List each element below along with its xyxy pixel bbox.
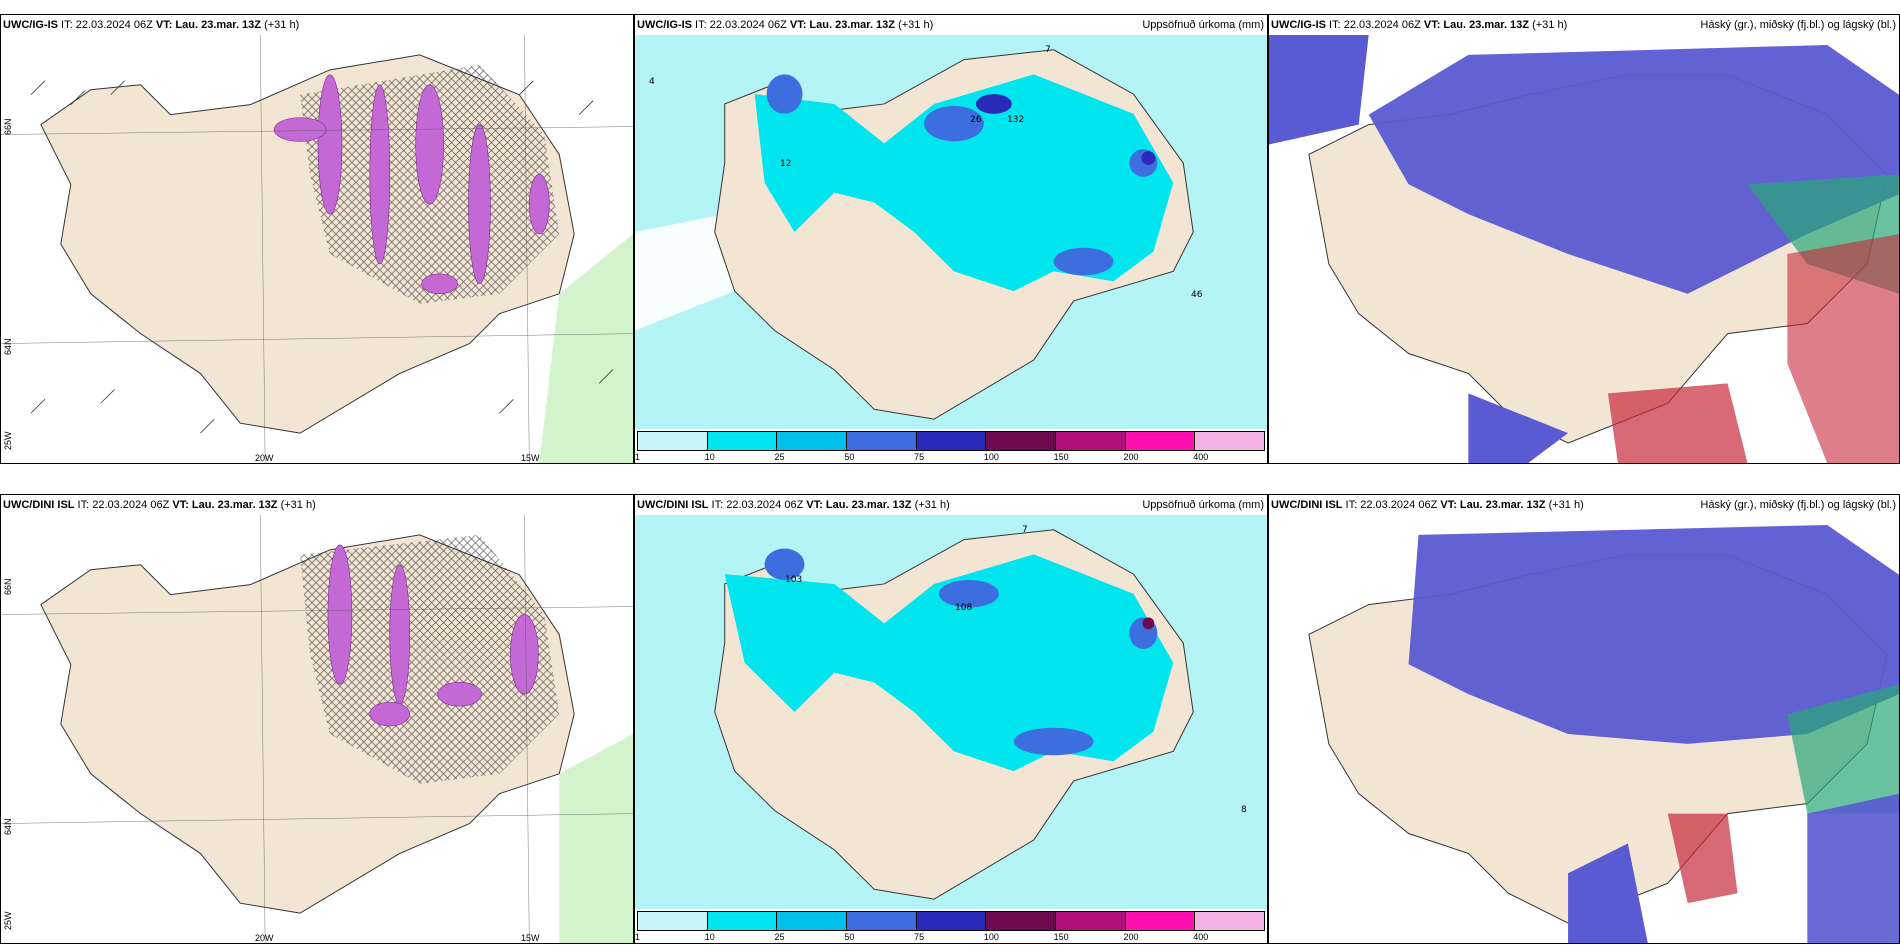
lat-label: 66N bbox=[3, 118, 13, 135]
precip-value-label: 26 bbox=[970, 115, 982, 125]
precip-value-label: 46 bbox=[1191, 290, 1203, 300]
panel-igis-precip: UWC/IG-IS IT: 22.03.2024 06Z VT: Lau. 23… bbox=[634, 14, 1268, 464]
precip-value-label: 7 bbox=[1045, 45, 1051, 55]
lon-label: 20W bbox=[255, 453, 274, 463]
colorbar-swatch bbox=[638, 432, 708, 450]
precip-value-label: 8 bbox=[1241, 805, 1247, 815]
precip-value-label: 4 bbox=[649, 77, 655, 87]
colorbar-tick-label: 100 bbox=[983, 932, 999, 942]
colorbar-tick-label: 25 bbox=[774, 452, 785, 462]
panel-header: UWC/DINI ISL IT: 22.03.2024 06Z VT: Lau.… bbox=[635, 495, 1267, 515]
colorbar-tick-label: 200 bbox=[1123, 932, 1139, 942]
panel-igis-snow: UWC/IG-IS IT: 22.03.2024 06Z VT: Lau. 23… bbox=[0, 14, 634, 464]
cloud-map bbox=[1269, 35, 1899, 463]
colorbar-swatch bbox=[986, 432, 1057, 450]
precip-value-label: 132 bbox=[1007, 115, 1025, 125]
colorbar-tick-label: 200 bbox=[1123, 452, 1139, 462]
precip-map bbox=[635, 35, 1267, 429]
precip-value-label: 108 bbox=[955, 603, 973, 613]
lat-label: 64N bbox=[3, 338, 13, 355]
colorbar-swatch bbox=[1125, 912, 1196, 930]
panel-header: UWC/IG-IS IT: 22.03.2024 06Z VT: Lau. 23… bbox=[635, 15, 1267, 35]
colorbar-tick-label: 50 bbox=[844, 932, 855, 942]
colorbar-tick-label: 400 bbox=[1193, 932, 1209, 942]
colorbar-swatch bbox=[1195, 432, 1265, 450]
precip-value-label: 103 bbox=[785, 575, 803, 585]
colorbar-swatch bbox=[916, 912, 987, 930]
colorbar-tick-label: 150 bbox=[1053, 452, 1069, 462]
colorbar-swatch bbox=[777, 912, 848, 930]
colorbar-swatch bbox=[707, 912, 778, 930]
colorbar-swatch bbox=[707, 432, 778, 450]
colorbar-swatch bbox=[777, 432, 848, 450]
panel-header: UWC/IG-IS IT: 22.03.2024 06Z VT: Lau. 23… bbox=[1269, 15, 1899, 35]
panel-dini-snow: UWC/DINI ISL IT: 22.03.2024 06Z VT: Lau.… bbox=[0, 494, 634, 944]
snow-wind-map bbox=[1, 35, 633, 463]
panel-header: UWC/IG-IS IT: 22.03.2024 06Z VT: Lau. 23… bbox=[1, 15, 633, 35]
colorbar-swatch bbox=[1125, 432, 1196, 450]
lat-label: 25W bbox=[3, 431, 13, 450]
colorbar-swatch bbox=[847, 912, 917, 930]
colorbar-tick-label: 10 bbox=[704, 452, 715, 462]
colorbar: 1 10 25 50 75 100 150 200 400 bbox=[635, 911, 1265, 942]
panel-dini-precip: UWC/DINI ISL IT: 22.03.2024 06Z VT: Lau.… bbox=[634, 494, 1268, 944]
lat-label: 64N bbox=[3, 818, 13, 835]
colorbar-tick-label: 50 bbox=[844, 452, 855, 462]
colorbar-tick-label: 25 bbox=[774, 932, 785, 942]
panel-igis-clouds: UWC/IG-IS IT: 22.03.2024 06Z VT: Lau. 23… bbox=[1268, 14, 1900, 464]
colorbar-swatch bbox=[916, 432, 987, 450]
precip-map bbox=[635, 515, 1267, 909]
colorbar-tick-label: 400 bbox=[1193, 452, 1209, 462]
snow-wind-map bbox=[1, 515, 633, 943]
colorbar-tick-label: 75 bbox=[914, 932, 925, 942]
colorbar-tick-label: 1 bbox=[635, 452, 641, 462]
colorbar-tick-label: 100 bbox=[983, 452, 999, 462]
colorbar: 1 10 25 50 75 100 150 200 400 bbox=[635, 431, 1265, 462]
colorbar-swatch bbox=[638, 912, 708, 930]
colorbar-swatch bbox=[1056, 912, 1126, 930]
colorbar-tick-label: 1 bbox=[635, 932, 641, 942]
lon-label: 20W bbox=[255, 933, 274, 943]
precip-value-label: 7 bbox=[1022, 525, 1028, 535]
panel-dini-clouds: UWC/DINI ISL IT: 22.03.2024 06Z VT: Lau.… bbox=[1268, 494, 1900, 944]
panel-header: UWC/DINI ISL IT: 22.03.2024 06Z VT: Lau.… bbox=[1, 495, 633, 515]
colorbar-swatch bbox=[1056, 432, 1126, 450]
precip-areas bbox=[754, 74, 1174, 292]
lon-label: 15W bbox=[521, 933, 540, 943]
lat-label: 66N bbox=[3, 578, 13, 595]
panel-header: UWC/DINI ISL IT: 22.03.2024 06Z VT: Lau.… bbox=[1269, 495, 1899, 515]
lon-label: 15W bbox=[521, 453, 540, 463]
colorbar-swatch bbox=[847, 432, 917, 450]
colorbar-swatch bbox=[986, 912, 1057, 930]
colorbar-tick-label: 10 bbox=[704, 932, 715, 942]
colorbar-tick-label: 150 bbox=[1053, 932, 1069, 942]
lat-label: 25W bbox=[3, 911, 13, 930]
precip-value-label: 12 bbox=[780, 159, 792, 169]
cloud-map bbox=[1269, 515, 1899, 943]
colorbar-swatch bbox=[1195, 912, 1265, 930]
colorbar-tick-label: 75 bbox=[914, 452, 925, 462]
